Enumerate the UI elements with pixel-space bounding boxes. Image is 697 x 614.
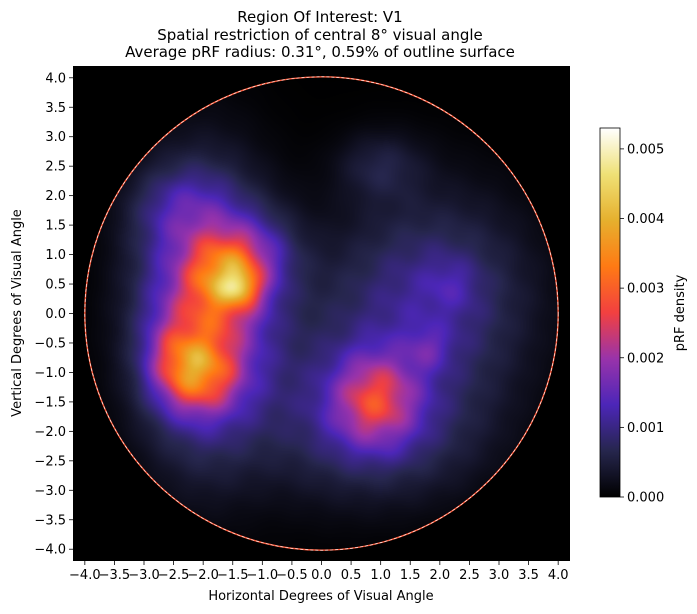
y-tick-label: −1.0 (34, 366, 66, 381)
colorbar-label: pRF density (673, 274, 688, 351)
x-tick-label: −0.5 (276, 568, 308, 583)
density-image-container (73, 66, 570, 561)
x-tick-label: −2.0 (187, 568, 219, 583)
y-tick-label: −2.0 (34, 425, 66, 440)
density-heatmap (73, 66, 570, 561)
x-tick-label: 3.0 (489, 568, 510, 583)
colorbar-tick-label: 0.000 (627, 491, 664, 506)
x-tick-label: −2.5 (158, 568, 190, 583)
colorbar-ticks: 0.000 0.001 0.002 0.003 0.004 0.005 (620, 142, 664, 506)
y-tick-label: 3.0 (45, 130, 66, 145)
title-line-2: Spatial restriction of central 8° visual… (157, 26, 483, 44)
y-tick-label: −2.5 (34, 454, 66, 469)
x-tick-label: 3.5 (518, 568, 539, 583)
colorbar: 0.000 0.001 0.002 0.003 0.004 0.005 pRF densi… (599, 127, 688, 506)
y-tick-label: 1.5 (45, 219, 66, 234)
x-tick-label: −3.5 (99, 568, 131, 583)
y-tick-label: 2.5 (45, 160, 66, 175)
x-tick-label: −4.0 (69, 568, 101, 583)
colorbar-tick-label: 0.004 (627, 212, 664, 227)
chart-title: Region Of Interest: V1 Spatial restricti… (125, 8, 515, 61)
x-tick-label: 2.0 (429, 568, 450, 583)
x-axis: −4.0−3.5−3.0−2.5−2.0−1.5−1.0−0.5 0.0 0.5 1.… (69, 561, 569, 583)
colorbar-tick-label: 0.001 (627, 421, 664, 436)
y-tick-label: 4.0 (45, 71, 66, 86)
y-axis-label: Vertical Degrees of Visual Angle (10, 209, 25, 417)
colorbar-tick-label: 0.003 (627, 282, 664, 297)
title-line-1: Region Of Interest: V1 (237, 8, 402, 26)
y-tick-label: −3.0 (34, 484, 66, 499)
x-tick-label: 0.5 (341, 568, 362, 583)
x-tick-label: 0.0 (311, 568, 332, 583)
colorbar-tick-label: 0.005 (627, 142, 664, 157)
y-tick-label: −3.5 (34, 513, 66, 528)
outline-circle-highlight (84, 76, 559, 551)
x-tick-label: 1.0 (370, 568, 391, 583)
title-line-3: Average pRF radius: 0.31°, 0.59% of outl… (125, 43, 515, 61)
x-tick-label: −3.0 (128, 568, 160, 583)
y-tick-label: 2.0 (45, 189, 66, 204)
y-tick-label: 1.0 (45, 248, 66, 263)
x-tick-label: −1.0 (247, 568, 279, 583)
y-tick-label: 3.5 (45, 101, 66, 116)
x-tick-label: 4.0 (548, 568, 569, 583)
x-axis-label: Horizontal Degrees of Visual Angle (208, 589, 433, 604)
y-tick-label: 0.0 (45, 307, 66, 322)
y-tick-label: −1.5 (34, 395, 66, 410)
plot-area (73, 66, 570, 561)
y-tick-label: −0.5 (34, 336, 66, 351)
y-tick-label: −4.0 (34, 543, 66, 558)
y-axis: 4.0 3.5 3.0 2.5 2.0 1.5 1.0 0.5 0.0 −0.5 −1.0 −1.5 −… (34, 71, 73, 558)
y-tick-label: 0.5 (45, 278, 66, 293)
colorbar-gradient (599, 127, 621, 498)
colorbar-tick-label: 0.002 (627, 351, 664, 366)
x-tick-label: 1.5 (400, 568, 421, 583)
x-tick-label: 2.5 (459, 568, 480, 583)
x-tick-label: −1.5 (217, 568, 249, 583)
